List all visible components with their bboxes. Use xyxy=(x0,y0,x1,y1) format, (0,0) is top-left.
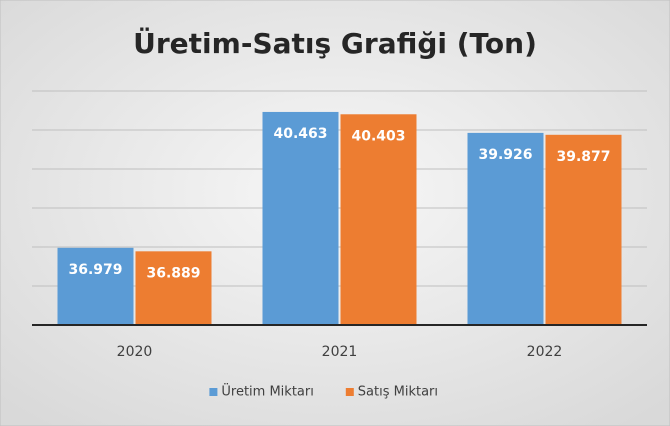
data-label: 40.463 xyxy=(273,126,327,142)
x-tick-label: 2022 xyxy=(527,344,563,360)
legend-label: Üretim Miktarı xyxy=(221,383,313,400)
data-label: 36.979 xyxy=(68,262,122,278)
bar xyxy=(340,114,417,326)
data-label: 39.877 xyxy=(556,149,610,165)
bar xyxy=(467,132,544,325)
x-tick-label: 2021 xyxy=(322,344,358,360)
bar xyxy=(545,134,622,325)
data-label: 36.889 xyxy=(146,265,200,281)
legend-swatch xyxy=(345,388,354,396)
chart-title: Üretim-Satış Grafiği (Ton) xyxy=(133,26,537,60)
legend-label: Satış Miktarı xyxy=(358,385,438,400)
data-label: 39.926 xyxy=(478,147,532,163)
bar xyxy=(57,247,134,325)
bar xyxy=(262,111,339,326)
legend-swatch xyxy=(209,388,218,396)
bar xyxy=(135,251,212,325)
x-tick-label: 2020 xyxy=(117,344,153,360)
data-label: 40.403 xyxy=(351,128,405,144)
